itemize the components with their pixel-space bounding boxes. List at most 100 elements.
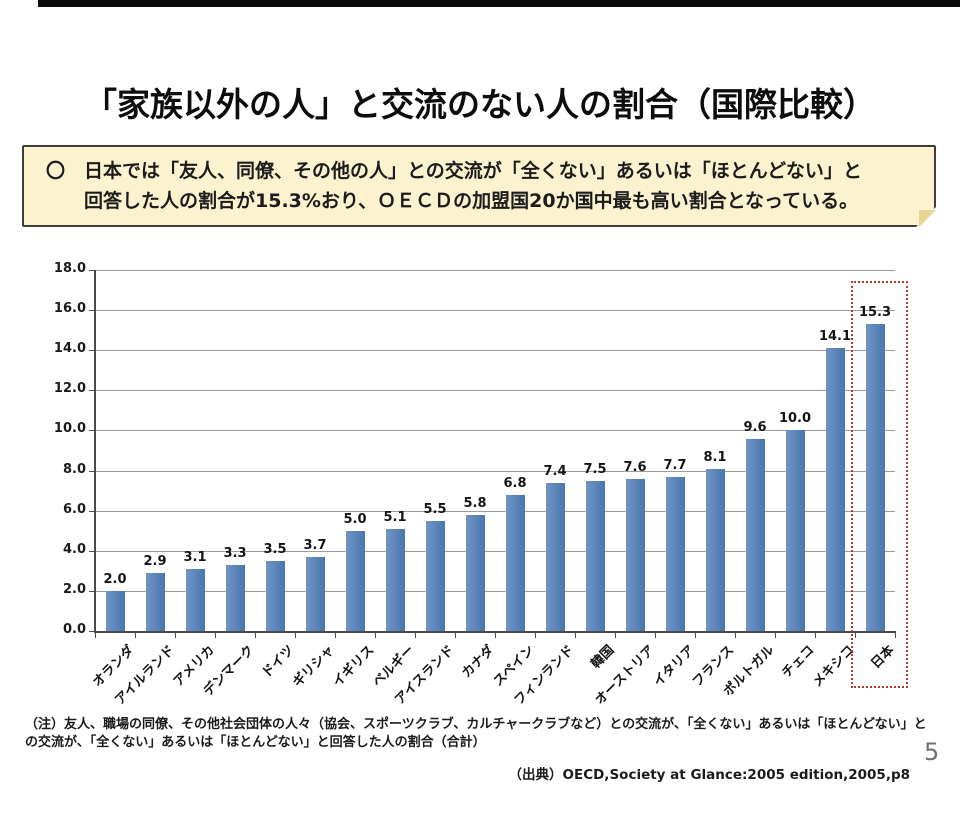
bar — [425, 520, 445, 631]
bar — [705, 468, 725, 631]
summary-note-box: 〇 日本では「友人、同僚、その他の人」との交流が「全くない」あるいは「ほとんどな… — [22, 145, 936, 227]
bar-value-label: 3.5 — [263, 541, 287, 557]
top-black-bar — [38, 0, 960, 7]
gridline — [95, 430, 895, 432]
bar — [865, 324, 885, 631]
y-axis-tick — [89, 430, 95, 432]
bar — [105, 590, 125, 631]
bar-value-label: 7.5 — [583, 461, 607, 477]
y-axis-tick-label: 6.0 — [62, 501, 86, 517]
bar — [625, 478, 645, 631]
y-axis-tick — [89, 590, 95, 592]
note-line-2: 回答した人の割合が15.3%おり、ＯＥＣＤの加盟国20か国中最も高い割合となって… — [84, 190, 859, 212]
y-axis-tick-label: 18.0 — [53, 261, 86, 276]
x-axis-tick — [535, 633, 536, 638]
y-axis-tick — [89, 550, 95, 552]
y-axis-tick-label: 12.0 — [53, 381, 86, 397]
y-axis-tick-label: 10.0 — [53, 421, 86, 437]
gridline — [95, 590, 895, 592]
x-axis-tick — [135, 633, 136, 638]
bar — [785, 430, 805, 631]
bar-value-label: 14.1 — [818, 329, 852, 345]
x-axis-tick — [255, 633, 256, 638]
x-axis-tick — [775, 633, 776, 638]
bar — [145, 572, 165, 631]
y-axis-tick — [89, 510, 95, 512]
bar — [505, 494, 525, 631]
bar — [345, 530, 365, 631]
x-axis-tick — [695, 633, 696, 638]
bar — [665, 476, 685, 631]
note-line-1: 〇 日本では「友人、同僚、その他の人」との交流が「全くない」あるいは「ほとんどな… — [46, 160, 862, 182]
y-axis-tick-label: 2.0 — [62, 581, 86, 597]
x-axis-tick — [895, 633, 896, 638]
bar-value-label: 5.5 — [423, 501, 447, 517]
x-axis-line — [94, 631, 896, 633]
bar — [305, 556, 325, 631]
bar — [385, 528, 405, 631]
bar-value-label: 6.8 — [503, 475, 527, 491]
y-axis-tick — [89, 270, 95, 271]
bar-value-label: 5.8 — [463, 495, 487, 511]
slide-title: 「家族以外の人」と交流のない人の割合（国際比較） — [84, 85, 876, 124]
footnote: （注）友人、職場の同僚、その他社会団体の人々（協会、スポーツクラブ、カルチャーク… — [25, 716, 940, 752]
x-category-label: 韓国 — [588, 642, 618, 672]
x-axis-tick — [295, 633, 296, 638]
x-axis-tick — [495, 633, 496, 638]
gridline — [95, 470, 895, 472]
y-axis-tick-label: 14.0 — [53, 341, 86, 357]
bar-value-label: 10.0 — [778, 411, 812, 427]
bar-value-label: 5.0 — [343, 511, 367, 527]
bar — [465, 514, 485, 631]
bar-value-label: 2.9 — [143, 553, 167, 569]
y-axis-line — [94, 270, 96, 631]
x-axis-tick — [815, 633, 816, 638]
gridline — [95, 310, 895, 312]
x-axis-tick — [655, 633, 656, 638]
x-axis-tick — [375, 633, 376, 638]
y-axis-tick-label: 4.0 — [62, 541, 86, 557]
bar-value-label: 2.0 — [103, 571, 127, 587]
y-axis-tick — [89, 310, 95, 312]
bar — [825, 348, 845, 631]
bar-value-label: 3.7 — [303, 537, 327, 553]
x-axis-tick — [575, 633, 576, 638]
bar-value-label: 9.6 — [743, 419, 767, 435]
bar-value-label: 5.1 — [383, 509, 407, 525]
x-axis-tick — [175, 633, 176, 638]
y-axis-tick-label: 0.0 — [62, 622, 86, 637]
source-citation: （出典）OECD,Society at Glance:2005 edition,… — [508, 767, 911, 783]
y-axis-tick — [89, 631, 95, 632]
y-axis-tick — [89, 390, 95, 392]
x-axis-tick — [215, 633, 216, 638]
y-axis-tick-label: 8.0 — [62, 461, 86, 477]
x-axis-tick — [415, 633, 416, 638]
y-axis-tick — [89, 470, 95, 472]
x-axis-tick — [95, 633, 96, 638]
bar-value-label: 15.3 — [858, 305, 892, 321]
x-axis-tick — [735, 633, 736, 638]
footnote-line-2: の交流が、「全くない」あるいは「ほとんどない」と回答した人の割合（合計） — [25, 735, 486, 750]
bar — [585, 480, 605, 631]
gridline — [95, 510, 895, 512]
bar — [745, 438, 765, 631]
bar-value-label: 7.6 — [623, 459, 647, 475]
bar-value-label: 3.1 — [183, 549, 207, 565]
y-axis-tick-label: 16.0 — [53, 301, 86, 317]
x-axis-tick — [615, 633, 616, 638]
gridline — [95, 390, 895, 392]
bar — [185, 568, 205, 631]
bar — [265, 560, 285, 631]
x-axis-tick — [335, 633, 336, 638]
bar-value-label: 8.1 — [703, 449, 727, 465]
x-axis-tick — [455, 633, 456, 638]
x-category-label: ギリシャ — [290, 642, 338, 691]
x-category-label: イギリス — [330, 642, 378, 691]
bar — [545, 482, 565, 631]
gridline — [95, 550, 895, 552]
page-number: 5 — [924, 738, 940, 766]
x-category-label: メキシコ — [810, 642, 858, 691]
highlight-box — [851, 281, 908, 688]
bar-value-label: 3.3 — [223, 545, 247, 561]
